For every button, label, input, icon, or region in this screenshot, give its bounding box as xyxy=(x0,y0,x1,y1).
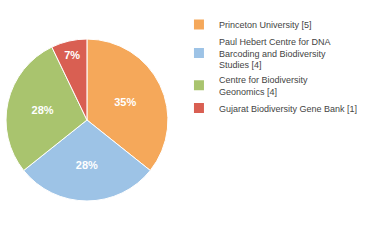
svg-text:35%: 35% xyxy=(114,96,136,108)
svg-text:28%: 28% xyxy=(76,159,98,171)
svg-text:28%: 28% xyxy=(32,104,54,116)
svg-text:7%: 7% xyxy=(64,49,80,61)
svg-text:Centre for BiodiversityGeonomi: Centre for BiodiversityGeonomics [4] xyxy=(219,75,308,97)
svg-text:Princeton University [5]: Princeton University [5] xyxy=(219,20,312,30)
svg-text:Paul Hebert Centre for DNABarc: Paul Hebert Centre for DNABarcoding and … xyxy=(219,37,331,70)
svg-text:Gujarat Biodiversity Gene Bank: Gujarat Biodiversity Gene Bank [1] xyxy=(219,104,357,114)
